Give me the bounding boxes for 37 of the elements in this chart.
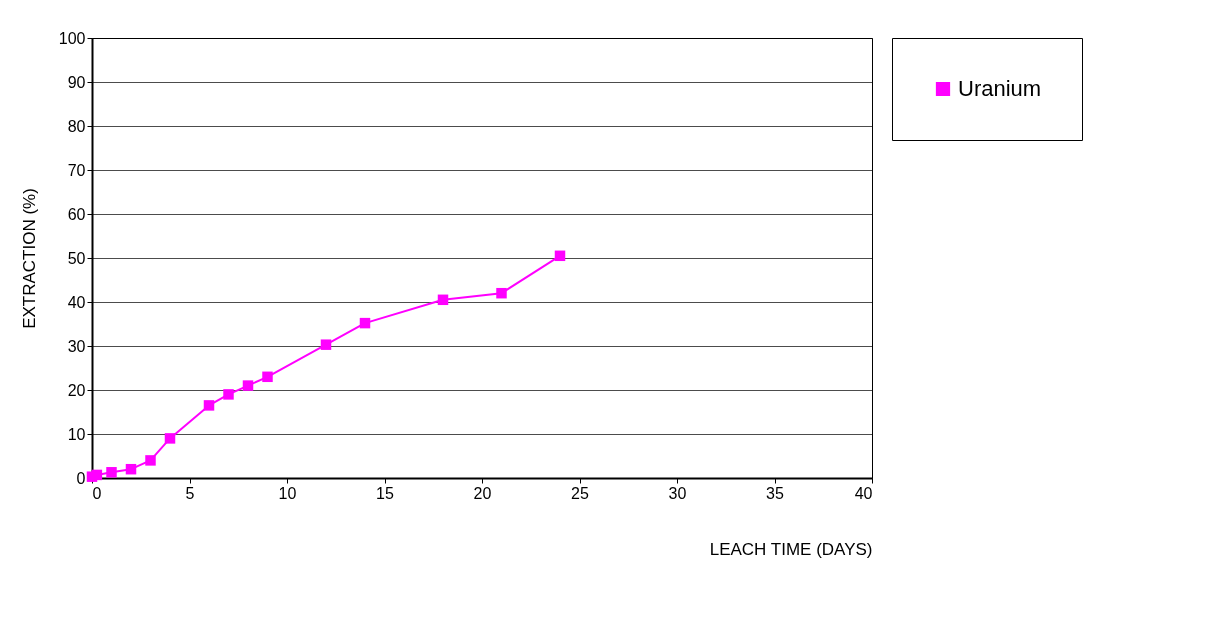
x-tick-label: 40 [854,484,873,502]
point [164,433,176,444]
point [437,294,449,306]
y-tick-label: 50 [67,249,86,267]
point [145,455,156,466]
x-tick-label: 5 [185,484,195,502]
point [106,467,117,478]
point [203,400,215,411]
y-tick-label: 60 [67,205,86,223]
point [496,287,507,299]
y-tick-label: 0 [76,469,86,487]
point [359,317,371,329]
x-tick-label: 15 [376,484,394,502]
y-tick-label: 70 [67,161,86,179]
x-tick-label: 0 [92,484,102,502]
point [554,250,566,262]
point [262,371,273,383]
y-tick-label: 20 [67,381,86,399]
y-tick-label: 10 [67,425,86,443]
legend-label: Uranium [958,76,1042,101]
x-tick-label: 30 [668,484,687,502]
x-axis-title: LEACH TIME (DAYS) [709,539,873,559]
point [242,380,254,391]
point [320,339,332,350]
x-tick-label: 10 [278,484,297,502]
x-tick-label: 35 [766,484,784,502]
y-tick-label: 80 [67,117,86,135]
point [223,389,234,400]
point [91,469,103,481]
x-tick-label: 20 [473,484,492,502]
y-tick-label: 90 [67,73,86,91]
y-tick-label: 40 [67,293,86,311]
y-tick-label: 30 [67,337,86,355]
x-tick-label: 25 [571,484,589,502]
point [125,463,137,475]
y-tick-label: 100 [58,29,86,47]
y-axis-title: EXTRACTION (%) [19,188,39,329]
